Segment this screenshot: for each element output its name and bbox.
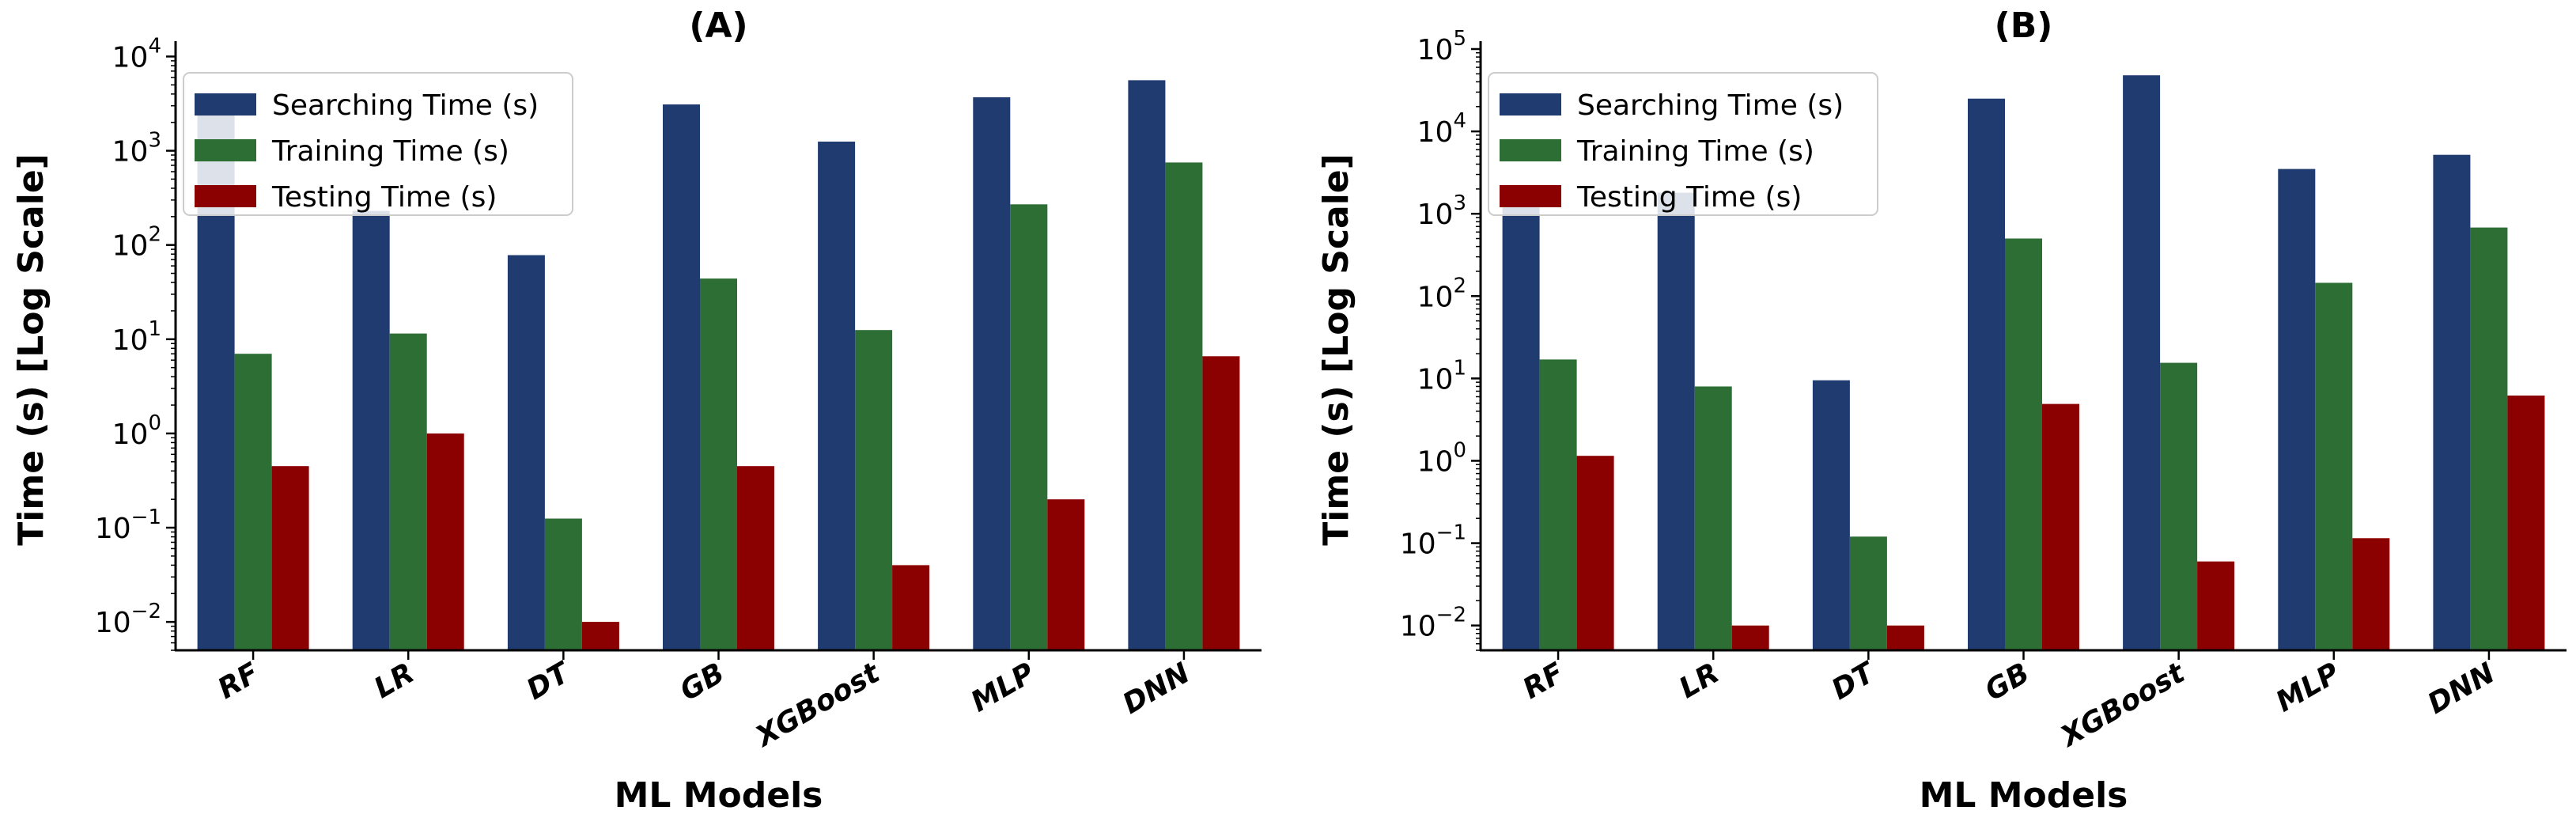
x-tick-label-dt: DT [1826,656,1882,706]
bar-testing-xgboost [892,565,930,650]
x-tick-label-gb: GB [1980,657,2035,707]
y-tick-label: 102 [112,223,161,263]
legend-label-searching: Searching Time (s) [1577,89,1844,122]
bar-searching-lr [352,210,390,651]
x-tick-label-dt: DT [521,656,577,706]
legend-swatch-training [195,139,256,161]
x-tick-label-mlp: MLP [2271,657,2345,718]
panel-b: 10−2 10−1 100 101 102 103 104 105 RF LR DT GB XGBoos… [1316,6,2567,816]
bar-searching-lr [1657,192,1695,651]
bar-searching-xgboost [2123,75,2161,650]
bar-testing-mlp [1047,499,1085,650]
x-tick-label-rf: RF [213,657,265,706]
legend-swatch-training [1500,139,1561,161]
bar-training-lr [389,333,427,650]
y-tick-label: 105 [1417,27,1466,66]
bar-testing-dt [1886,625,1924,650]
legend-label-training: Training Time (s) [1576,135,1814,168]
legend-label-testing: Testing Time (s) [271,181,497,214]
x-tick-label-xgboost: XGBoost [749,656,886,754]
bar-searching-dt [1812,380,1850,650]
bar-testing-rf [271,466,309,650]
legend: Searching Time (s) Training Time (s) Testi… [183,72,573,216]
bar-training-rf [1539,359,1577,650]
x-tick-label-xgboost: XGBoost [2054,656,2191,754]
bar-searching-mlp [973,97,1011,650]
y-tick-label: 102 [1417,274,1466,313]
y-tick-label: 100 [1417,438,1466,478]
bar-training-lr [1694,386,1732,650]
y-axis-label: Time (s) [Log Scale] [11,153,51,546]
chart-title: (B) [1995,6,2053,46]
legend-swatch-testing [1500,185,1561,207]
x-tick-label-dnn: DNN [1118,657,1196,721]
legend-label-training: Training Time (s) [271,135,509,168]
bar-searching-dnn [2433,154,2471,650]
legend-label-testing: Testing Time (s) [1576,181,1802,214]
y-tick-label: 10−2 [1400,604,1466,643]
bar-training-xgboost [855,330,893,650]
bar-testing-gb [2042,403,2079,650]
bar-training-mlp [1010,204,1048,650]
x-tick-label-lr: LR [1674,657,1724,705]
bar-searching-xgboost [818,142,856,650]
x-tick-label-mlp: MLP [966,657,1040,718]
bar-searching-gb [663,104,700,650]
legend-swatch-searching [195,93,256,116]
bar-training-dnn [1165,162,1203,650]
y-tick-label: 104 [112,34,161,74]
bar-testing-rf [1576,456,1614,650]
bar-testing-dnn [1202,356,1240,650]
bar-searching-mlp [2278,169,2316,651]
y-tick-label: 10−1 [95,506,161,545]
bar-training-gb [2005,238,2042,650]
bar-training-mlp [2315,282,2353,650]
x-tick-label-gb: GB [675,657,730,707]
bar-searching-dnn [1128,80,1166,650]
y-tick-label: 103 [1417,191,1466,231]
bar-training-rf [234,354,272,650]
y-tick-label: 10−2 [95,600,161,639]
bar-training-gb [700,278,737,650]
bar-testing-xgboost [2197,561,2235,650]
bar-testing-lr [426,433,464,650]
bar-testing-dnn [2507,396,2545,650]
bar-training-dt [544,518,582,650]
bar-searching-dt [507,255,545,650]
bar-testing-gb [737,466,774,650]
y-tick-label: 103 [112,129,161,169]
y-tick-label: 104 [1417,109,1466,149]
bar-searching-gb [1968,98,2005,650]
y-tick-label: 10−1 [1400,521,1466,561]
bar-testing-dt [581,622,619,650]
panel-a: 10−2 10−1 100 101 102 103 104 RF LR DT GB XGBoost ML… [11,6,1262,816]
legend-swatch-searching [1500,93,1561,116]
legend-swatch-testing [195,185,256,207]
bar-training-xgboost [2160,362,2198,650]
y-tick-label: 101 [1417,356,1466,396]
legend-box [183,72,573,216]
y-axis-label: Time (s) [Log Scale] [1316,153,1356,546]
x-tick-label-lr: LR [369,657,419,705]
x-tick-label-dnn: DNN [2423,657,2501,721]
bar-searching-rf [1502,196,1540,650]
legend: Searching Time (s) Training Time (s) Testi… [1488,72,1878,216]
y-tick-label: 101 [112,317,161,357]
legend-box [1488,72,1878,216]
chart-title: (A) [689,6,747,46]
bar-testing-mlp [2352,538,2390,650]
bar-testing-lr [1731,625,1769,650]
x-axis-label: ML Models [615,775,823,816]
x-tick-label-rf: RF [1518,657,1570,706]
x-axis-label: ML Models [1920,775,2128,816]
y-tick-label: 100 [112,411,161,451]
bar-training-dt [1849,536,1887,650]
legend-label-searching: Searching Time (s) [272,89,539,122]
bar-training-dnn [2470,227,2508,651]
